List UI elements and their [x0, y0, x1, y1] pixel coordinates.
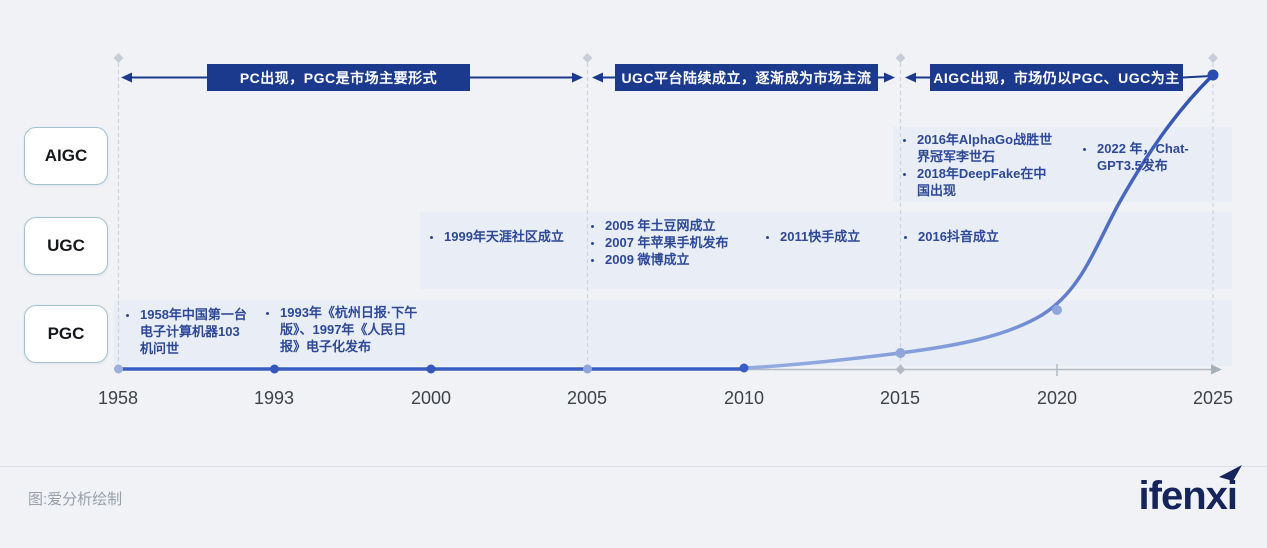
row-label-ugc: UGC [24, 217, 108, 275]
dot-2005 [583, 364, 592, 374]
diamond-marker-2015 [895, 53, 906, 63]
arrowhead-left-icon [905, 72, 916, 83]
dot-2015 [895, 348, 906, 358]
arrowhead-right-icon [572, 72, 583, 83]
annotation-2011: 2011快手成立 [766, 228, 860, 245]
dot-2000 [426, 364, 436, 374]
year-label-1958: 1958 [97, 388, 139, 408]
ifenxi-logo-text: ifenxi [1138, 474, 1238, 518]
annotation-item: 2016年AlphaGo战胜世 界冠军李世石 [903, 131, 1052, 165]
bullet-icon [126, 314, 129, 317]
annotation-1958: 1958年中国第一台 电子计算机器103 机问世 [126, 306, 247, 357]
bullet-icon [903, 173, 906, 176]
diamond-marker-2025 [1208, 53, 1218, 63]
era-banner-aigc: AIGC出现，市场仍以PGC、UGC为主 [930, 64, 1183, 91]
annotation-text: 2011快手成立 [780, 229, 861, 244]
era-banner-aigc-label: AIGC出现，市场仍以PGC、UGC为主 [933, 69, 1180, 86]
arrowhead-right-icon [884, 72, 895, 83]
row-label-pgc: PGC [24, 305, 108, 363]
arrowhead-left-icon [121, 72, 132, 83]
era-banner-pgc-label: PC出现，PGC是市场主要形式 [239, 69, 438, 86]
logo-arrow-icon [1219, 465, 1242, 481]
annotation-text: 2005 年土豆网成立 [605, 218, 716, 233]
dot-1993 [270, 364, 279, 374]
growth-curve [743, 73, 1215, 370]
annotation-item: 1958年中国第一台 电子计算机器103 机问世 [126, 306, 247, 357]
era-banner-pgc: PC出现，PGC是市场主要形式 [207, 64, 470, 91]
row-label-ugc-text: UGC [47, 236, 85, 255]
annotation-text: 2007 年苹果手机发布 [605, 235, 729, 250]
bullet-icon [266, 312, 269, 315]
axis-arrowhead-icon [1211, 364, 1222, 375]
bullet-icon [766, 236, 769, 239]
row-label-aigc-text: AIGC [44, 146, 88, 165]
annotation-item: 2016抖音成立 [904, 228, 999, 245]
annotation-1999: 1999年天涯社区成立 [430, 228, 564, 245]
era3-right-line [1182, 75, 1212, 79]
annotation-item: 2018年DeepFake在中 国出现 [903, 165, 1052, 199]
annotation-text: 2018年DeepFake在中 国出现 [917, 166, 1047, 198]
annotation-text: 2022 年，Chat- GPT3.5发布 [1097, 141, 1189, 173]
annotation-2022: 2022 年，Chat- GPT3.5发布 [1083, 140, 1189, 174]
row-label-pgc-text: PGC [47, 324, 85, 343]
year-label-2010: 2010 [723, 388, 765, 408]
annotation-text: 2016抖音成立 [918, 229, 999, 244]
annotation-item: 2007 年苹果手机发布 [591, 234, 729, 251]
annotation-item: 2005 年土豆网成立 [591, 217, 729, 234]
annotation-item: 2022 年，Chat- GPT3.5发布 [1083, 140, 1189, 174]
diamond-marker-2005 [582, 53, 593, 63]
row-label-aigc: AIGC [24, 127, 108, 185]
bullet-icon [903, 139, 906, 142]
dot-2020 [1052, 305, 1062, 315]
year-label-1993: 1993 [253, 388, 295, 408]
bullet-icon [430, 236, 433, 239]
year-label-2005: 2005 [566, 388, 608, 408]
year-label-2020: 2020 [1036, 388, 1078, 408]
year-label-2000: 2000 [410, 388, 452, 408]
annotation-text: 2009 微博成立 [605, 252, 690, 267]
ifenxi-logo: ifenxi [1138, 465, 1242, 518]
bullet-icon [591, 259, 594, 262]
annotation-item: 1999年天涯社区成立 [430, 228, 564, 245]
annotation-2016-douyin: 2016抖音成立 [904, 228, 999, 245]
annotation-text: 1999年天涯社区成立 [444, 229, 564, 244]
diamond-marker-1958 [113, 53, 124, 63]
annotation-2005-2009-group: 2005 年土豆网成立 2007 年苹果手机发布 2009 微博成立 [591, 217, 729, 268]
arrowhead-left-icon [592, 72, 603, 83]
bullet-icon [591, 242, 594, 245]
annotation-text: 1993年《杭州日报·下午 版》、1997年《人民日 报》电子化发布 [280, 305, 418, 354]
annotation-item: 1993年《杭州日报·下午 版》、1997年《人民日 报》电子化发布 [266, 304, 417, 355]
year-label-2025: 2025 [1192, 388, 1234, 408]
year-label-2015: 2015 [879, 388, 921, 408]
aigc-row-band [893, 127, 1232, 202]
axis-diamond-2015 [895, 364, 906, 375]
dot-2025-endpoint [1207, 69, 1219, 81]
annotation-text: 1958年中国第一台 电子计算机器103 机问世 [140, 307, 247, 356]
era-banner-ugc-label: UGC平台陆续成立，逐渐成为市场主流 [621, 69, 872, 86]
era-banner-ugc: UGC平台陆续成立，逐渐成为市场主流 [615, 64, 878, 91]
bullet-icon [591, 225, 594, 228]
annotation-item: 2009 微博成立 [591, 251, 729, 268]
annotation-2016-2018-group: 2016年AlphaGo战胜世 界冠军李世石 2018年DeepFake在中 国… [903, 131, 1052, 199]
bullet-icon [904, 236, 907, 239]
annotation-text: 2016年AlphaGo战胜世 界冠军李世石 [917, 132, 1053, 164]
footer-divider [0, 466, 1267, 467]
annotation-item: 2011快手成立 [766, 228, 860, 245]
source-caption: 图:爱分析绘制 [28, 491, 123, 508]
bullet-icon [1083, 148, 1086, 151]
dot-2010 [739, 363, 749, 373]
annotation-1993: 1993年《杭州日报·下午 版》、1997年《人民日 报》电子化发布 [266, 304, 417, 355]
dot-1958 [114, 364, 123, 374]
